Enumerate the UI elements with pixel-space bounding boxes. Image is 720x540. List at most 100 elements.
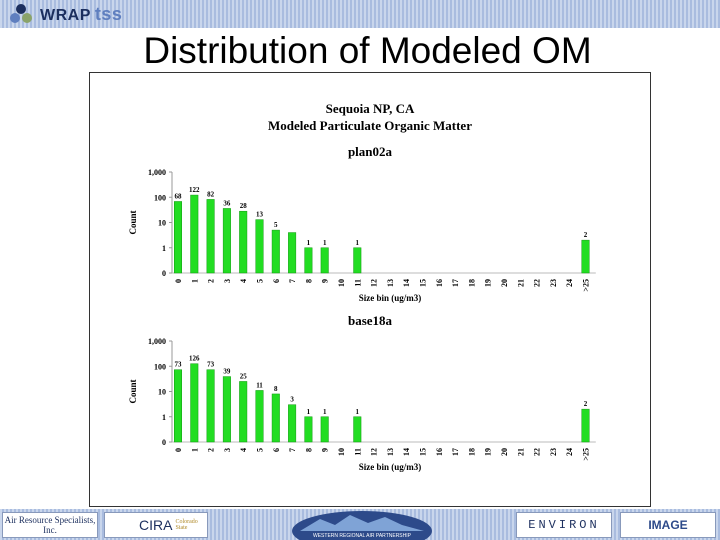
- x-tick-label: 12: [370, 279, 379, 287]
- data-label: 25: [240, 372, 248, 380]
- data-label: 3: [290, 396, 294, 404]
- chart-title-0: plan02a: [348, 144, 393, 159]
- x-tick-label: 23: [549, 279, 558, 287]
- data-label: 2: [584, 400, 588, 408]
- data-label: 11: [256, 381, 263, 389]
- x-tick-label: 16: [435, 279, 444, 287]
- data-label: 1: [356, 408, 360, 416]
- y-tick-label: 0: [162, 269, 166, 278]
- data-label: 1: [356, 239, 360, 247]
- bar: [304, 416, 313, 443]
- y-tick-label: 0: [162, 438, 166, 447]
- bar: [288, 232, 297, 274]
- x-tick-label: 10: [337, 279, 346, 287]
- x-tick-label: 24: [565, 279, 574, 287]
- om-distribution-figure: Sequoia NP, CA Modeled Particulate Organ…: [128, 101, 596, 472]
- x-tick-label: 16: [435, 448, 444, 456]
- wrap-partnership-text: WESTERN REGIONAL AIR PARTNERSHIP: [313, 533, 412, 539]
- x-tick-label: 22: [533, 279, 542, 287]
- x-tick-label: 3: [223, 279, 232, 283]
- x-tick-label: 4: [239, 448, 248, 452]
- x-tick-label: 19: [484, 448, 493, 456]
- brand-text: WRAP tss: [40, 4, 122, 25]
- data-label: 122: [189, 186, 200, 194]
- x-tick-label: 21: [516, 279, 525, 287]
- footer-logo-cira-text: CIRA: [139, 517, 173, 533]
- bar: [174, 201, 182, 274]
- data-label: 126: [189, 355, 200, 363]
- x-tick-label: 2: [207, 448, 216, 452]
- x-tick-label: 15: [419, 448, 428, 456]
- bar: [174, 369, 182, 443]
- y-tick-label: 1,000: [148, 168, 166, 177]
- figure-frame: Sequoia NP, CA Modeled Particulate Organ…: [89, 72, 651, 507]
- x-tick-label: 17: [451, 279, 460, 287]
- figure-subtitle: Modeled Particulate Organic Matter: [268, 118, 472, 133]
- slide-title: Distribution of Modeled OM: [143, 30, 592, 71]
- x-axis-label-0: Size bin (ug/m3): [359, 293, 422, 303]
- bar: [320, 416, 329, 443]
- x-tick-label: 8: [304, 448, 313, 452]
- x-tick-label: 5: [256, 279, 265, 283]
- y-tick-label: 10: [158, 388, 166, 397]
- data-label: 1: [307, 239, 311, 247]
- x-tick-label: 7: [288, 279, 297, 283]
- x-tick-label: 24: [565, 448, 574, 456]
- x-tick-label: 11: [353, 279, 362, 287]
- brand-sub: tss: [94, 4, 123, 24]
- footer-logo-ars-text: Air Resource Specialists, Inc.: [4, 515, 96, 535]
- footer-logo-csu-text: Colorado State: [175, 519, 198, 531]
- bar: [255, 219, 264, 274]
- x-tick-label: 5: [256, 448, 265, 452]
- x-tick-label: 20: [500, 279, 509, 287]
- data-label: 36: [223, 199, 231, 207]
- x-tick-label: 9: [321, 279, 330, 283]
- data-label: 1: [307, 408, 311, 416]
- y-axis-label-0: Count: [128, 210, 138, 234]
- y-tick-label: 1: [162, 413, 166, 422]
- footer-logo-cira: CIRA Colorado State: [104, 512, 208, 538]
- top-banner: WRAP tss: [0, 0, 720, 28]
- x-tick-label: 11: [353, 448, 362, 456]
- footer-logo-environ: ENVIRON: [516, 512, 612, 538]
- bar: [206, 369, 215, 443]
- bar: [222, 208, 231, 274]
- y-axis-label-1: Count: [128, 379, 138, 403]
- x-tick-label: 0: [174, 448, 183, 452]
- data-label: 28: [240, 202, 248, 210]
- x-tick-label: 9: [321, 448, 330, 452]
- x-tick-label: 0: [174, 279, 183, 283]
- data-label: 1: [323, 239, 327, 247]
- x-tick-label: 23: [549, 448, 558, 456]
- x-tick-label: 14: [402, 279, 411, 287]
- footer-logo-image-text: IMAGE: [648, 518, 688, 532]
- bar: [353, 416, 362, 443]
- wrap-partnership-logo: WESTERN REGIONAL AIR PARTNERSHIP: [292, 511, 432, 540]
- x-tick-label: >25: [582, 448, 591, 461]
- data-label: 8: [274, 385, 278, 393]
- x-tick-label: 2: [207, 279, 216, 283]
- x-tick-label: >25: [582, 279, 591, 292]
- bar: [255, 390, 264, 443]
- y-tick-label: 100: [154, 362, 166, 371]
- data-label: 68: [175, 192, 183, 200]
- x-tick-label: 3: [223, 448, 232, 452]
- y-tick-label: 1,000: [148, 337, 166, 346]
- data-label: 39: [223, 368, 231, 376]
- footer-logo-image: IMAGE: [620, 512, 716, 538]
- bar: [190, 363, 199, 443]
- y-tick-label: 100: [154, 193, 166, 202]
- x-tick-label: 19: [484, 279, 493, 287]
- bar: [271, 229, 280, 274]
- footer-logo-ars: Air Resource Specialists, Inc.: [2, 512, 98, 538]
- chart-title-1: base18a: [348, 313, 393, 328]
- bar: [320, 247, 329, 274]
- x-tick-label: 20: [500, 448, 509, 456]
- data-label: 2: [584, 231, 588, 239]
- x-tick-label: 13: [386, 448, 395, 456]
- footer-logo-environ-text: ENVIRON: [528, 518, 600, 532]
- bar: [206, 199, 215, 274]
- data-label: 73: [175, 361, 183, 369]
- x-tick-label: 12: [370, 448, 379, 456]
- bar: [190, 194, 199, 274]
